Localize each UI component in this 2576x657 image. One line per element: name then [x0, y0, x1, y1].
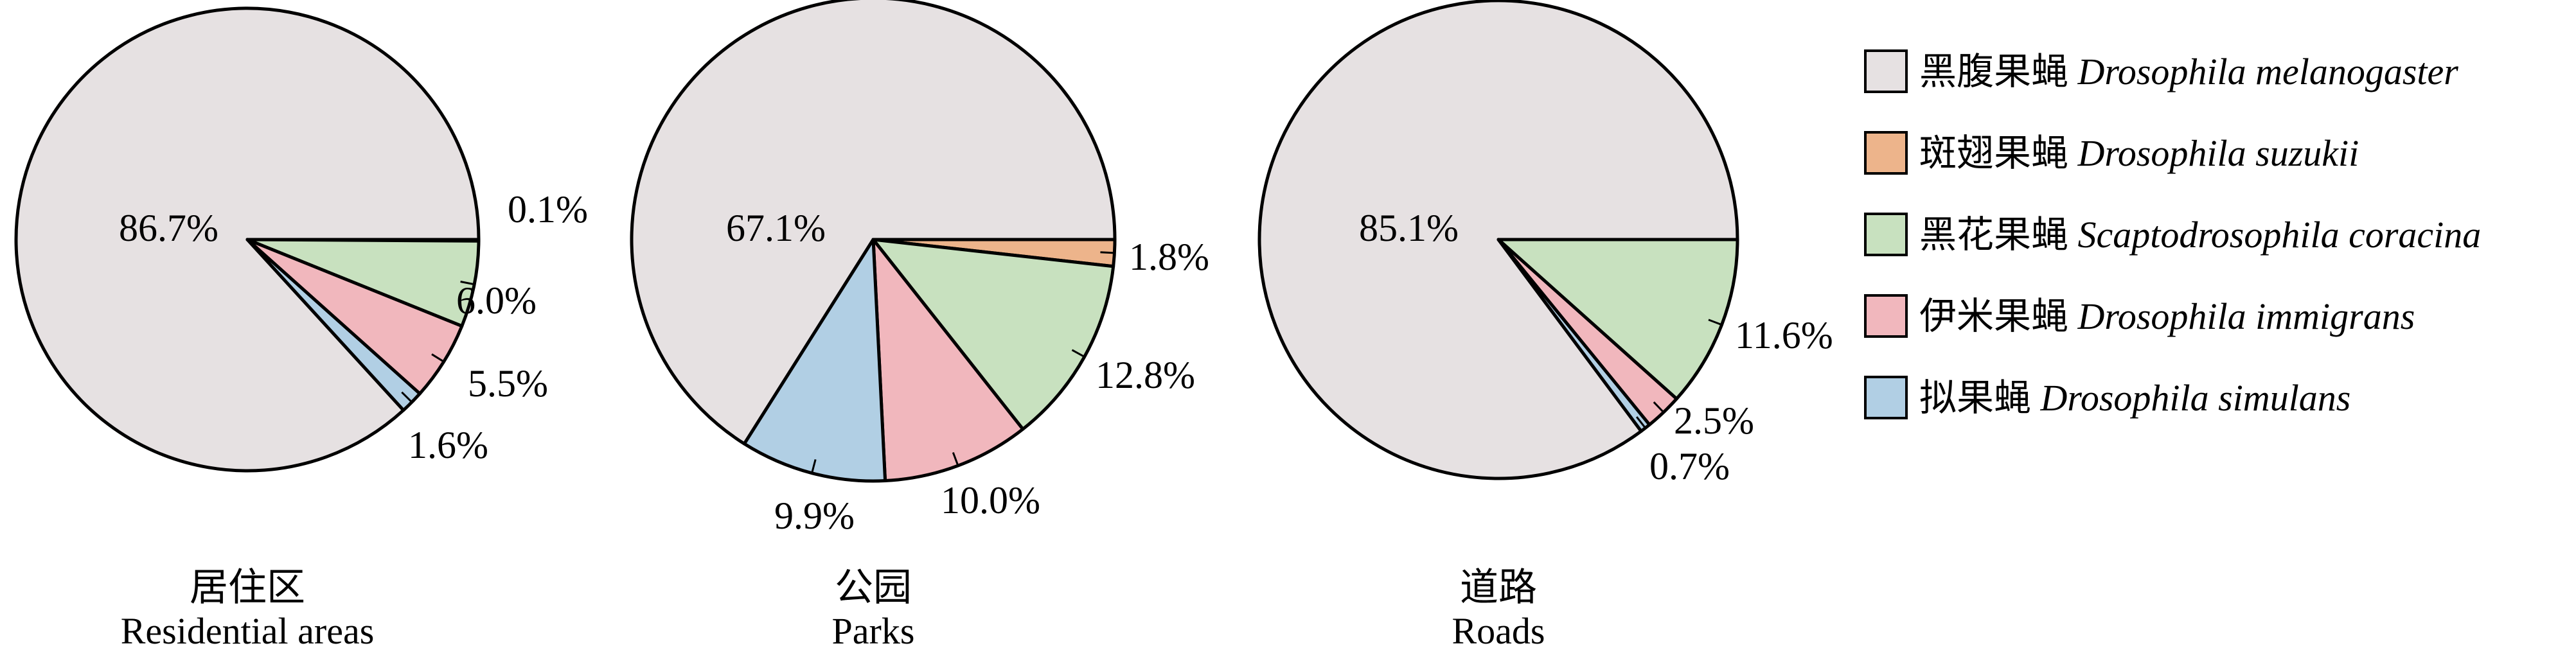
- pie-1-leader-tick-3: [460, 281, 475, 286]
- pie-1-data-label-2: 0.1%: [508, 188, 588, 231]
- legend-label-cn-4: 伊米果蝇: [1919, 295, 2078, 337]
- pie-3-leader-tick-3: [1653, 401, 1665, 414]
- legend-item-1: 黑腹果蝇 Drosophila melanogaster: [1864, 49, 2458, 93]
- pie-2-data-label-5: 9.9%: [774, 495, 855, 537]
- legend-swatch-4: [1864, 294, 1908, 338]
- pie-2-leader-tick-3: [1071, 349, 1085, 358]
- pie-1-data-label-5: 1.6%: [408, 424, 488, 466]
- pie-3-data-label-1: 85.1%: [1359, 207, 1459, 249]
- legend-label-1: 黑腹果蝇 Drosophila melanogaster: [1919, 51, 2458, 92]
- legend-label-latin-5: Drosophila simulans: [2040, 377, 2351, 419]
- legend-item-5: 拟果蝇 Drosophila simulans: [1864, 376, 2350, 419]
- legend-label-cn-3: 黑花果蝇: [1919, 214, 2078, 256]
- pie-2-leader-tick-4: [952, 451, 959, 466]
- legend-label-2: 斑翅果蝇 Drosophila suzukii: [1919, 132, 2359, 174]
- legend-swatch-1: [1864, 49, 1908, 93]
- pie-3-data-label-3: 2.5%: [1674, 399, 1754, 442]
- legend-swatch-2: [1864, 131, 1908, 175]
- pie-3-title-cn: 道路: [1460, 566, 1537, 609]
- pie-2-data-label-4: 10.0%: [941, 479, 1040, 521]
- pie-2-data-label-1: 67.1%: [726, 207, 826, 249]
- pie-2-title-en: Parks: [832, 610, 915, 652]
- legend-label-latin-3: Scaptodrosophila coracina: [2078, 214, 2482, 256]
- legend: 黑腹果蝇 Drosophila melanogaster 斑翅果蝇 Drosoph…: [1864, 49, 2481, 419]
- legend-label-3: 黑花果蝇 Scaptodrosophila coracina: [1919, 214, 2481, 256]
- pie-2-leader-tick-5: [811, 459, 817, 474]
- pie-2-data-label-2: 1.8%: [1129, 236, 1209, 278]
- pie-1-title-cn: 居住区: [190, 566, 305, 609]
- pie-3-leader-tick-4: [1635, 416, 1646, 429]
- legend-label-latin-2: Drosophila suzukii: [2077, 132, 2359, 174]
- legend-label-5: 拟果蝇 Drosophila simulans: [1919, 377, 2350, 419]
- legend-label-latin-4: Drosophila immigrans: [2077, 295, 2415, 337]
- pie-3-leader-tick-2: [1708, 319, 1723, 326]
- legend-label-cn-5: 拟果蝇: [1919, 377, 2041, 419]
- pie-2-leader-tick-2: [1100, 251, 1115, 254]
- legend-label-cn-1: 黑腹果蝇: [1919, 51, 2078, 92]
- pie-3-data-label-4: 0.7%: [1649, 445, 1730, 487]
- legend-label-4: 伊米果蝇 Drosophila immigrans: [1919, 295, 2415, 337]
- legend-swatch-5: [1864, 376, 1908, 419]
- pie-1-title-en: Residential areas: [121, 610, 375, 652]
- pie-1-data-label-3: 6.0%: [456, 279, 537, 322]
- pie-2-data-label-3: 12.8%: [1096, 354, 1195, 396]
- pie-2-title-cn: 公园: [835, 566, 912, 609]
- legend-swatch-3: [1864, 213, 1908, 256]
- pie-1-data-label-4: 5.5%: [468, 362, 548, 405]
- pie-3-data-label-2: 11.6%: [1735, 314, 1833, 356]
- pie-1-leader-tick-4: [431, 353, 445, 363]
- legend-item-2: 斑翅果蝇 Drosophila suzukii: [1864, 131, 2359, 175]
- legend-item-3: 黑花果蝇 Scaptodrosophila coracina: [1864, 213, 2481, 256]
- legend-label-latin-1: Drosophila melanogaster: [2077, 51, 2459, 92]
- pie-1-data-label-1: 86.7%: [119, 207, 218, 249]
- pie-2-slice-1: [630, 0, 1117, 446]
- pie-1-leader-tick-5: [401, 391, 413, 403]
- pie-3-title-en: Roads: [1452, 610, 1545, 652]
- legend-item-4: 伊米果蝇 Drosophila immigrans: [1864, 294, 2415, 338]
- legend-label-cn-2: 斑翅果蝇: [1919, 132, 2078, 174]
